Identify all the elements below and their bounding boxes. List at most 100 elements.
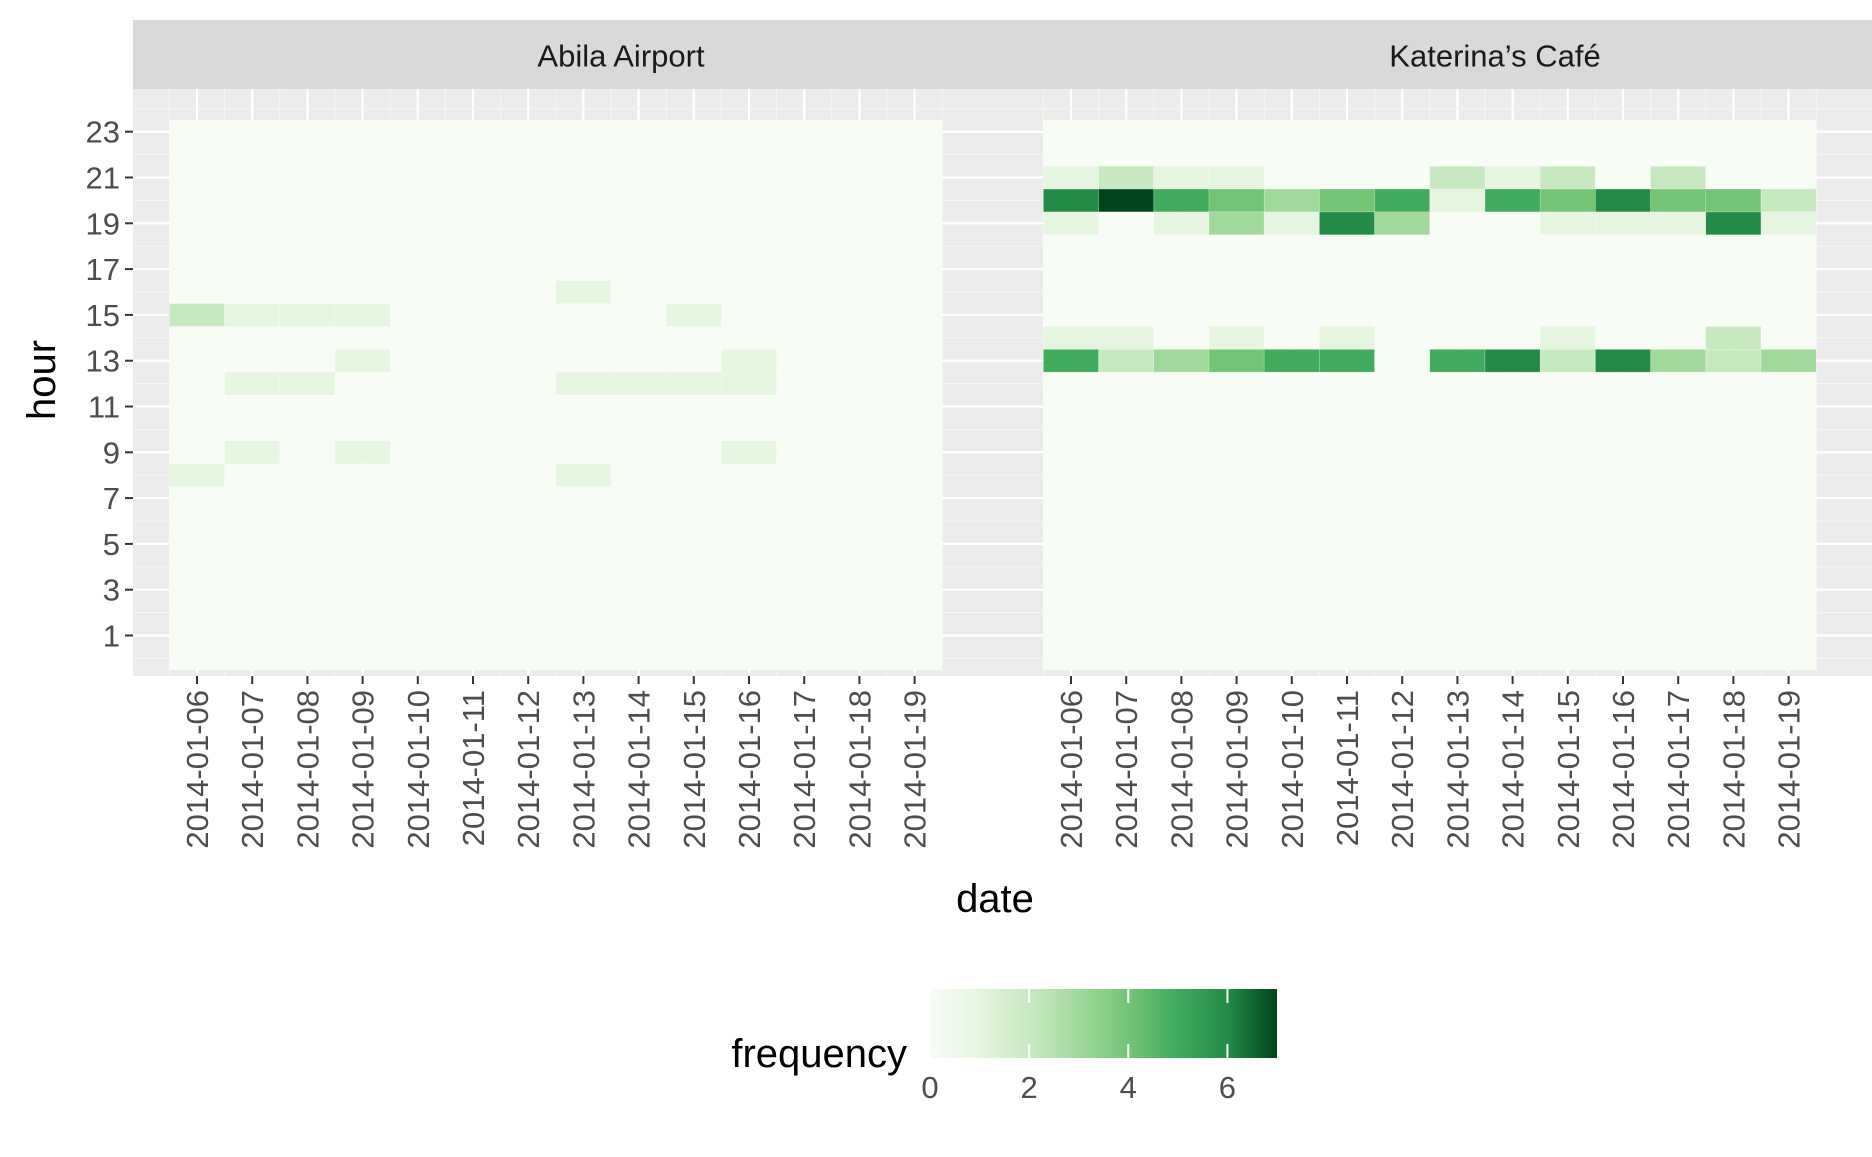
heatmap-cell [721,646,777,671]
heatmap-cell [886,463,943,487]
heatmap-cell [1208,326,1265,350]
heatmap-cell [1429,165,1486,190]
heatmap-cell [389,142,446,167]
heatmap-cell [665,188,722,213]
heatmap-cell [445,348,501,373]
heatmap-cell [1539,119,1596,144]
heatmap-cell [224,119,281,144]
legend-tick-label: 0 [921,1070,938,1105]
heatmap-cell [1374,486,1431,510]
heatmap-cell [1153,440,1210,465]
heatmap-cell [776,600,833,625]
heatmap-cell [500,555,557,579]
heatmap-cell [555,188,612,213]
heatmap-cell [1098,211,1155,236]
heatmap-cell [279,257,336,281]
heatmap-cell [1705,646,1762,671]
heatmap-cell [1595,417,1651,442]
heatmap-cell [1650,486,1707,510]
heatmap-cell [1650,234,1707,258]
heatmap-cell [224,440,281,465]
heatmap-cell [1374,463,1431,487]
heatmap-cell [169,486,225,510]
y-tick-label: 23 [86,115,120,150]
y-tick-label: 5 [103,527,120,562]
heatmap-cell [445,509,501,533]
heatmap-cell [555,142,612,167]
heatmap-cell [1650,371,1707,396]
heatmap-cell [279,623,336,648]
heatmap-cell [1539,142,1596,167]
heatmap-cell [334,280,391,304]
heatmap-cell [1705,623,1762,648]
heatmap-cell [610,142,667,167]
heatmap-cell [169,623,225,648]
heatmap-cell [665,142,722,167]
heatmap-cell [1153,165,1210,190]
heatmap-cell [886,646,943,671]
heatmap-cell [389,326,446,350]
x-tick-label: 2014-01-19 [1772,690,1807,849]
heatmap-cell [1705,440,1762,465]
heatmap-cell [334,257,391,281]
heatmap-cell [500,348,557,373]
heatmap-cell [1319,509,1375,533]
heatmap-cell [445,463,501,487]
x-tick-label: 2014-01-10 [401,690,436,849]
heatmap-cell [1263,280,1320,304]
heatmap-cell [776,188,833,213]
heatmap-cell [445,119,501,144]
heatmap-cell [831,211,888,236]
heatmap-cell [1208,463,1265,487]
heatmap-cell [886,234,943,258]
heatmap-cell [1043,417,1099,442]
heatmap-cell [1319,486,1375,510]
heatmap-cell [1374,646,1431,671]
heatmap-cell [1539,348,1596,373]
heatmap-cell [1098,600,1155,625]
heatmap-cell [500,326,557,350]
heatmap-cell [1539,371,1596,396]
heatmap-cell [1760,142,1817,167]
heatmap-cell [1760,234,1817,258]
panel-strip [133,20,1109,89]
heatmap-cell [1760,600,1817,625]
x-tick-label: 2014-01-07 [1109,690,1144,849]
heatmap-cell [776,577,833,602]
heatmap-cell [389,257,446,281]
heatmap-cell [334,211,391,236]
heatmap-cell [1374,211,1431,236]
heatmap-cell [1319,348,1375,373]
heatmap-cell [1760,348,1817,373]
heatmap-cell [555,440,612,465]
heatmap-cell [886,188,943,213]
heatmap-cell [224,348,281,373]
heatmap-cell [224,303,281,327]
heatmap-cell [1650,532,1707,556]
heatmap-cell [721,211,777,236]
heatmap-cell [500,142,557,167]
x-tick-label: 2014-01-14 [1496,690,1531,849]
heatmap-cell [169,165,225,190]
heatmap-cell [224,234,281,258]
heatmap-cell [1705,509,1762,533]
heatmap-cell [1650,555,1707,579]
heatmap-cell [555,326,612,350]
heatmap-cell [1208,417,1265,442]
heatmap-cell [886,486,943,510]
heatmap-cell [1705,577,1762,602]
heatmap-cell [1760,463,1817,487]
heatmap-cell [610,165,667,190]
heatmap-cell [1374,257,1431,281]
heatmap-cell [1208,509,1265,533]
heatmap-cell [1263,486,1320,510]
heatmap-cell [721,486,777,510]
heatmap-cell [1595,555,1651,579]
heatmap-cell [1595,280,1651,304]
heatmap-cell [169,600,225,625]
heatmap-cell [831,577,888,602]
heatmap-cell [1539,600,1596,625]
